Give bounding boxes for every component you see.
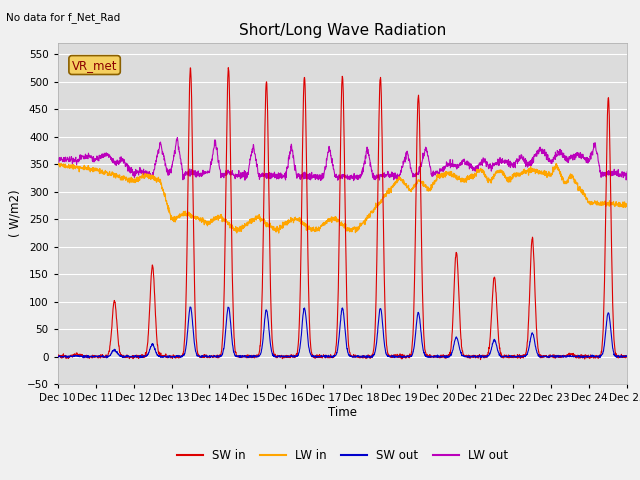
Title: Short/Long Wave Radiation: Short/Long Wave Radiation bbox=[239, 23, 446, 38]
X-axis label: Time: Time bbox=[328, 406, 357, 419]
Legend: SW in, LW in, SW out, LW out: SW in, LW in, SW out, LW out bbox=[172, 444, 513, 467]
Text: No data for f_Net_Rad: No data for f_Net_Rad bbox=[6, 12, 121, 23]
Text: VR_met: VR_met bbox=[72, 59, 117, 72]
Y-axis label: ( W/m2): ( W/m2) bbox=[8, 190, 21, 238]
